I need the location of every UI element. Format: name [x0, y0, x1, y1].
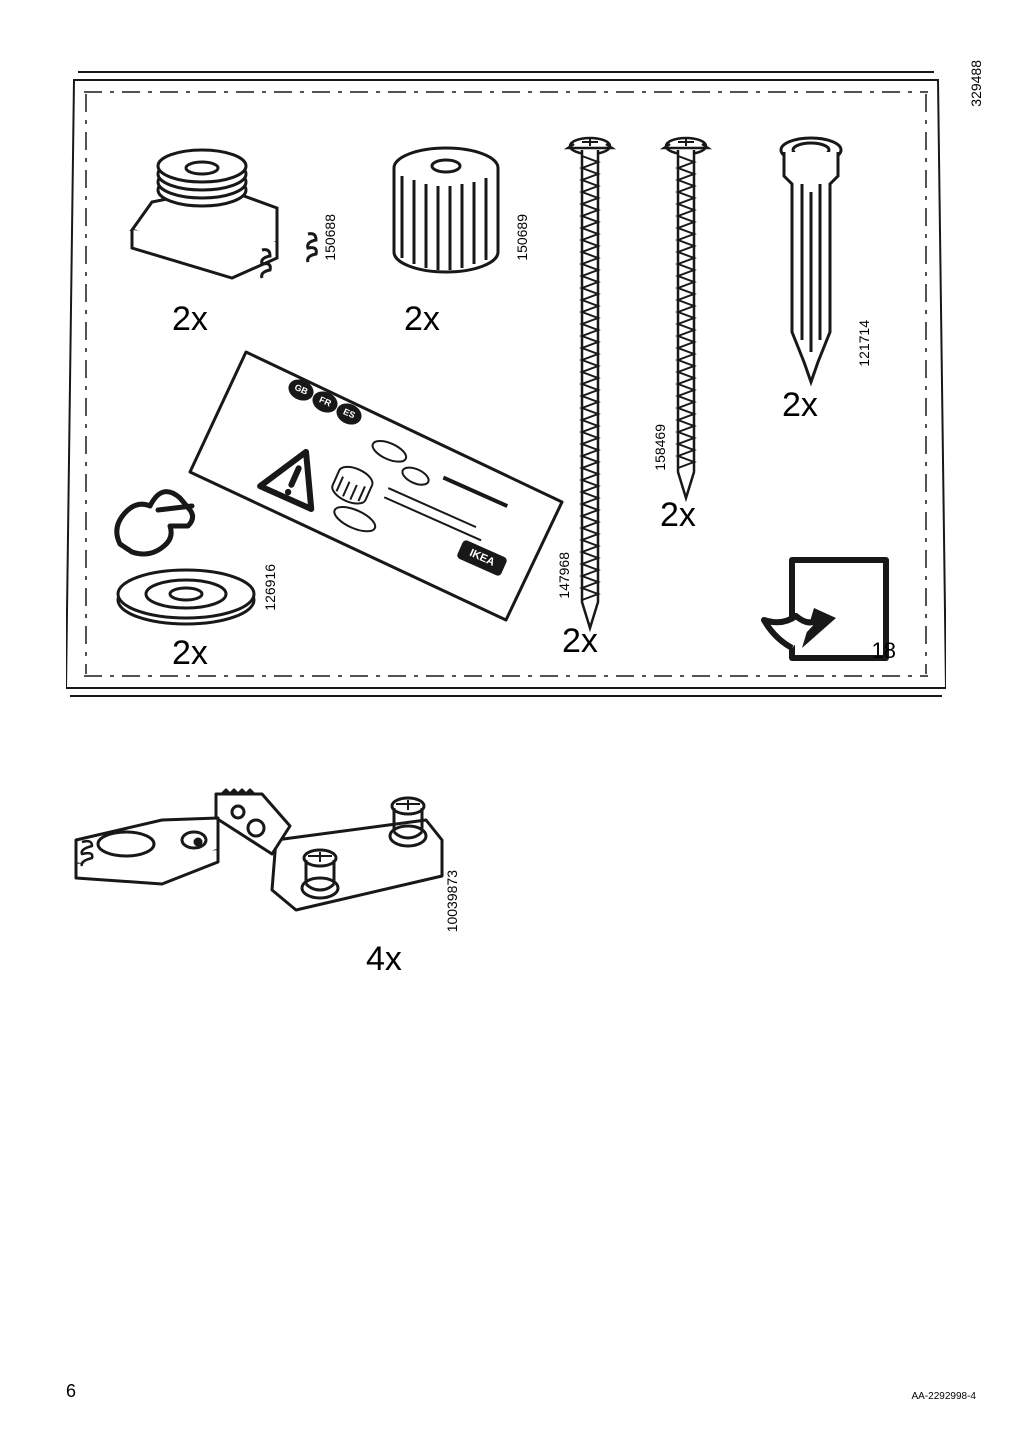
part-121714-qty: 2x: [782, 386, 818, 425]
part-10039873-illustration: [66, 770, 466, 950]
leaflet-page-number: 18: [872, 638, 896, 664]
part-150688-illustration: [112, 130, 332, 290]
hinge-block: 10039873 4x: [66, 770, 466, 990]
part-150689-code: 150689: [514, 214, 530, 261]
part-121714-code: 121714: [856, 320, 872, 367]
instruction-leaflet: GB FR ES IKEA: [186, 340, 566, 630]
part-150688-code: 150688: [322, 214, 338, 261]
part-126916-qty: 2x: [172, 634, 208, 673]
page-number: 6: [66, 1381, 76, 1402]
part-158469-qty: 2x: [660, 496, 696, 535]
document-code: AA-2292998-4: [912, 1391, 977, 1402]
part-121714-illustration: [766, 132, 856, 392]
part-150688-qty: 2x: [172, 300, 208, 339]
hardware-bag-panel: 150688 2x 150689 2x: [66, 64, 946, 704]
part-158469-code: 158469: [652, 424, 668, 471]
part-10039873-code: 10039873: [444, 870, 460, 932]
part-147968-qty: 2x: [562, 622, 598, 661]
part-10039873-qty: 4x: [366, 940, 402, 979]
side-code: 329488: [968, 60, 984, 107]
part-150689-illustration: [366, 134, 526, 294]
part-150689-qty: 2x: [404, 300, 440, 339]
